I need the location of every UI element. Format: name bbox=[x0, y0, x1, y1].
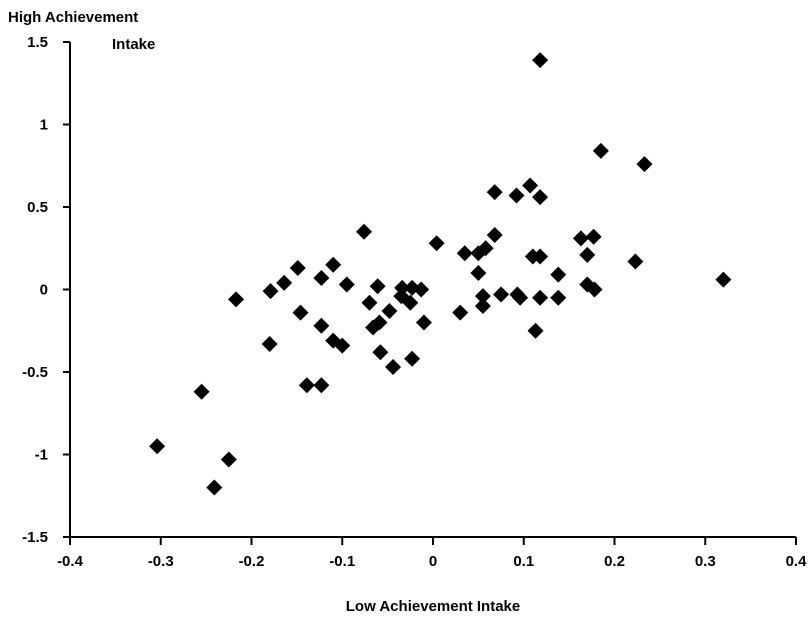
data-point bbox=[206, 479, 223, 496]
data-point bbox=[228, 291, 245, 308]
x-tick-label: 0 bbox=[429, 553, 437, 570]
data-point bbox=[486, 227, 503, 244]
data-point bbox=[313, 377, 330, 394]
data-point bbox=[474, 298, 491, 314]
data-points bbox=[149, 52, 732, 496]
data-point bbox=[550, 266, 567, 283]
x-tick-label: 0.3 bbox=[695, 553, 716, 570]
data-point bbox=[572, 230, 589, 247]
data-point bbox=[532, 248, 549, 265]
data-point bbox=[585, 228, 602, 245]
x-tick-label: -0.3 bbox=[148, 553, 174, 570]
data-point bbox=[262, 283, 279, 300]
data-point bbox=[579, 246, 596, 263]
data-point bbox=[550, 289, 567, 306]
data-point bbox=[474, 288, 491, 305]
data-point bbox=[371, 314, 388, 331]
data-point bbox=[325, 256, 342, 273]
data-point bbox=[527, 322, 544, 339]
data-point bbox=[413, 281, 430, 298]
data-point bbox=[334, 337, 351, 354]
data-point bbox=[292, 304, 309, 321]
y-tick-label: 1.5 bbox=[27, 34, 48, 51]
x-tick-label: 0.2 bbox=[604, 553, 625, 570]
data-point bbox=[402, 294, 419, 311]
data-point bbox=[361, 294, 378, 311]
x-tick-label: -0.2 bbox=[239, 553, 265, 570]
data-point bbox=[298, 377, 315, 394]
data-point bbox=[512, 289, 529, 306]
data-point bbox=[338, 276, 355, 293]
x-tick-label: 0.4 bbox=[786, 553, 808, 570]
data-point bbox=[394, 279, 411, 296]
data-point bbox=[356, 223, 373, 240]
data-point bbox=[532, 189, 549, 206]
y-tick-label: 0.5 bbox=[27, 199, 48, 216]
x-axis-title: Low Achievement Intake bbox=[346, 598, 521, 615]
data-point bbox=[508, 187, 525, 204]
data-point bbox=[415, 314, 432, 331]
data-point bbox=[452, 304, 469, 321]
data-point bbox=[532, 52, 549, 69]
data-point bbox=[470, 265, 487, 281]
x-tick-label: 0.1 bbox=[513, 553, 534, 570]
data-point bbox=[627, 253, 644, 270]
y-tick-label: 0 bbox=[40, 282, 48, 299]
x-tick-label: -0.4 bbox=[57, 553, 84, 570]
y-tick-label: -1.5 bbox=[22, 529, 48, 546]
data-point bbox=[715, 271, 732, 288]
x-tick-label: -0.1 bbox=[329, 553, 355, 570]
data-point bbox=[522, 177, 539, 194]
data-point bbox=[313, 317, 330, 334]
x-ticks: -0.4 -0.3 -0.2 -0.1 0 0.1 0.2 0.3 0.4 bbox=[57, 537, 807, 570]
y-axis-title-line-1: High Achievement bbox=[8, 9, 138, 26]
y-tick-label: -0.5 bbox=[22, 364, 48, 381]
data-point bbox=[532, 289, 549, 306]
data-point bbox=[313, 269, 330, 286]
data-point bbox=[289, 260, 306, 277]
data-point bbox=[220, 451, 237, 468]
y-tick-label: 1 bbox=[40, 117, 48, 134]
data-point bbox=[381, 302, 398, 319]
data-point bbox=[477, 240, 494, 257]
data-point bbox=[486, 184, 503, 201]
y-tick-label: -1 bbox=[35, 447, 48, 464]
data-point bbox=[404, 350, 421, 367]
data-point bbox=[372, 344, 389, 361]
data-point bbox=[261, 335, 278, 352]
data-point bbox=[369, 278, 386, 295]
data-point bbox=[428, 235, 445, 252]
data-point bbox=[276, 274, 293, 291]
data-point bbox=[149, 438, 166, 455]
y-ticks: 1.5 1 0.5 0 -0.5 -1 -1.5 bbox=[22, 34, 70, 546]
y-axis-title-line-2: Intake bbox=[112, 36, 155, 53]
data-point bbox=[456, 245, 473, 262]
data-point bbox=[493, 286, 510, 303]
axes bbox=[69, 42, 796, 538]
data-point bbox=[586, 281, 603, 298]
data-point bbox=[193, 383, 210, 400]
data-point bbox=[592, 142, 609, 159]
data-point bbox=[385, 359, 402, 376]
data-point bbox=[636, 156, 653, 173]
